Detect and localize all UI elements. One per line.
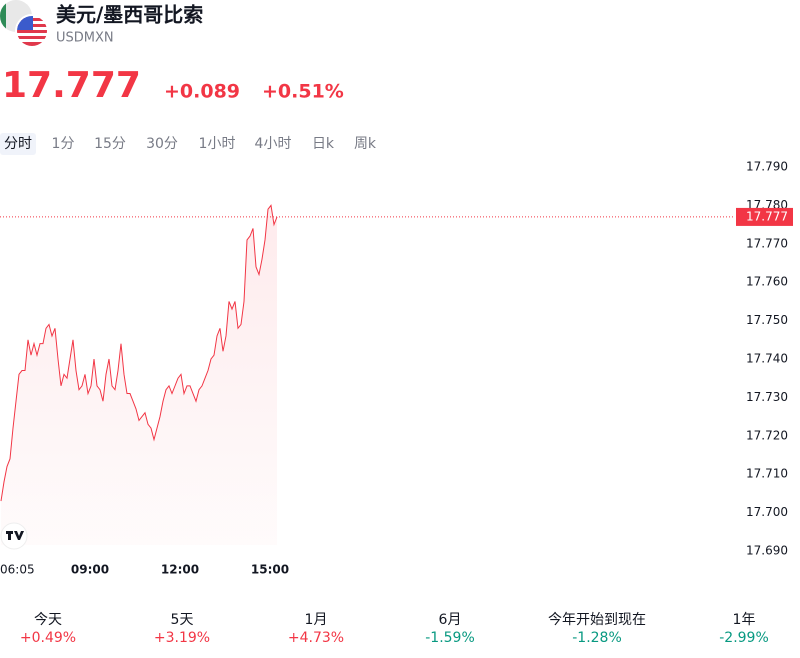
y-tick-label: 17.740 (746, 352, 788, 366)
tab[interactable]: 周k (354, 136, 377, 152)
performance: 今天 +0.49% 5天 +3.19% 1月 +4.73% 6月 -1.59% 今年开始到现在 -… (20, 612, 769, 646)
price: 17.777 (2, 65, 141, 106)
y-tick-label: 17.760 (746, 275, 788, 289)
y-tick-label: 17.710 (746, 467, 788, 481)
tabs: 分时 1分 15分 30分 1小时 4小时 日k 周k (0, 133, 377, 155)
period-label[interactable]: 1月 (305, 612, 328, 628)
period-change: -2.99% (719, 630, 769, 646)
tab-active-bg (0, 133, 36, 155)
x-tick-label: 06:05 (0, 563, 35, 577)
period-change: +0.49% (20, 630, 76, 646)
area-fill (1, 205, 277, 545)
tv-logo (0, 522, 28, 550)
period-label[interactable]: 今年开始到现在 (548, 612, 646, 628)
period-label[interactable]: 5天 (171, 612, 194, 628)
y-tick-label: 17.690 (746, 544, 788, 558)
x-tick-label: 15:00 (251, 563, 289, 577)
tab[interactable]: 15分 (94, 136, 126, 152)
change-pct: +0.51% (262, 81, 344, 103)
period-label[interactable]: 今天 (34, 612, 62, 628)
change: +0.089 (164, 81, 240, 103)
y-tick-label: 17.790 (746, 160, 788, 174)
tab[interactable]: 4小时 (255, 136, 292, 152)
period-change: -1.59% (425, 630, 475, 646)
period-change: +3.19% (154, 630, 210, 646)
tab[interactable]: 日k (312, 136, 335, 152)
tab[interactable]: 1分 (52, 136, 75, 152)
price-line (0, 204, 278, 502)
tab[interactable]: 1小时 (199, 136, 236, 152)
tab[interactable]: 30分 (146, 136, 178, 152)
chart: 17.690 17.700 17.710 17.720 17.730 17.740 17.7… (0, 160, 793, 577)
flags (0, 0, 49, 48)
title: 美元/墨西哥比索 (56, 3, 203, 27)
symbol: USDMXN (56, 31, 114, 46)
tab[interactable]: 分时 (4, 136, 32, 152)
last-price-box (736, 207, 793, 226)
x-tick-label: 09:00 (71, 563, 109, 577)
y-tick-label: 17.700 (746, 505, 788, 519)
y-tick-label: 17.770 (746, 236, 788, 250)
period-label[interactable]: 6月 (439, 612, 462, 628)
y-tick-label: 17.730 (746, 390, 788, 404)
last-price-label: 17.777 (746, 209, 788, 223)
period-change: +4.73% (288, 630, 344, 646)
y-tick-label: 17.750 (746, 313, 788, 327)
period-change: -1.28% (572, 630, 622, 646)
x-tick-label: 12:00 (161, 563, 199, 577)
y-tick-label: 17.720 (746, 428, 788, 442)
period-label[interactable]: 1年 (733, 612, 756, 628)
